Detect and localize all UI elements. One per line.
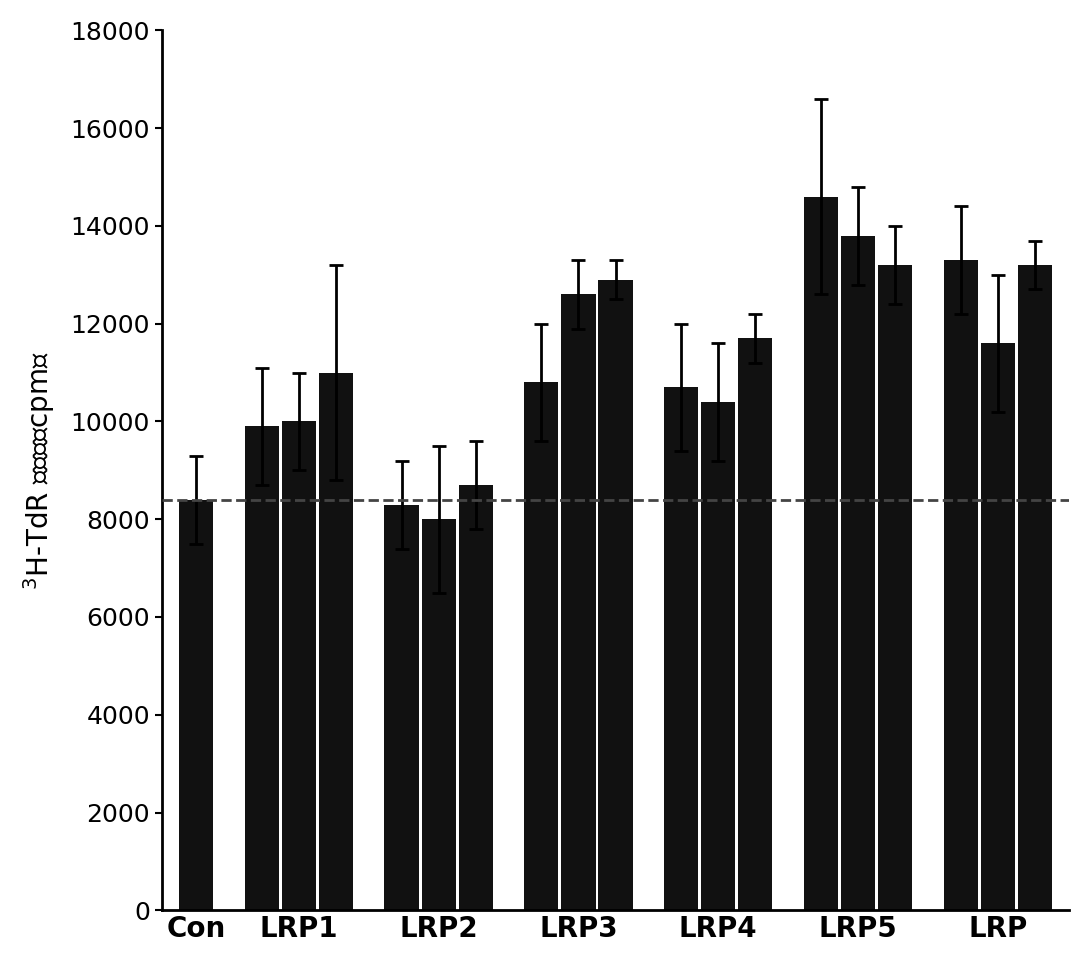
Bar bbox=[701, 402, 736, 910]
Bar bbox=[244, 426, 279, 910]
Bar bbox=[1018, 265, 1052, 910]
Bar bbox=[524, 383, 558, 910]
Bar bbox=[319, 372, 353, 910]
Bar bbox=[385, 504, 419, 910]
Bar bbox=[981, 343, 1015, 910]
Bar bbox=[840, 235, 875, 910]
Bar bbox=[179, 499, 214, 910]
Bar bbox=[459, 485, 493, 910]
Bar bbox=[598, 280, 632, 910]
Bar bbox=[738, 338, 773, 910]
Bar bbox=[281, 421, 316, 910]
Bar bbox=[422, 520, 456, 910]
Y-axis label: $^3$H-TdR 掺入値（cpm）: $^3$H-TdR 掺入値（cpm） bbox=[21, 351, 57, 590]
Bar bbox=[561, 294, 595, 910]
Bar bbox=[944, 260, 978, 910]
Bar bbox=[803, 197, 838, 910]
Bar bbox=[879, 265, 912, 910]
Bar bbox=[664, 388, 699, 910]
